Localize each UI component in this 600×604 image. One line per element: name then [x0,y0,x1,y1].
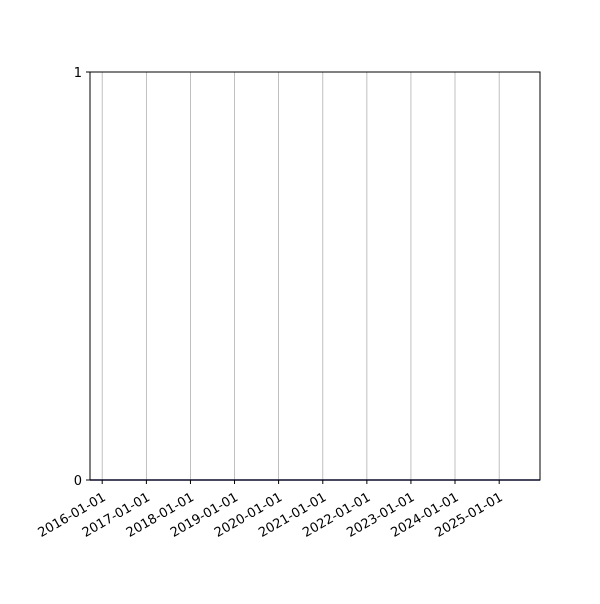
y-tick-label: 0 [74,474,82,489]
x-axis: 2016-01-012017-01-012018-01-012019-01-01… [36,480,506,541]
axes-frame [89,71,541,481]
grid [101,72,500,480]
y-tick-label: 1 [74,66,82,81]
y-axis: 01 [74,66,90,489]
